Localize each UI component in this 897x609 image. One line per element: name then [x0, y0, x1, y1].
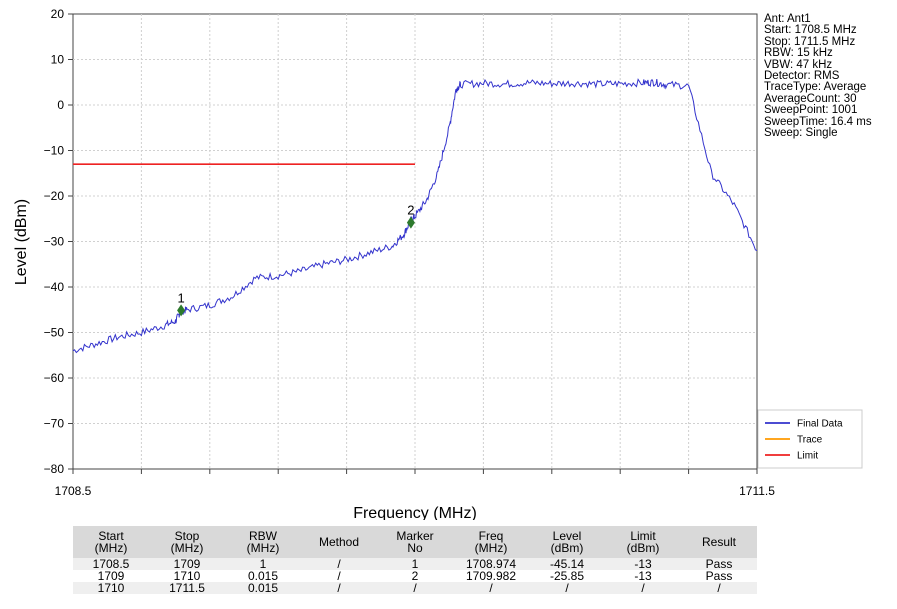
table-cell: 1708.5 — [73, 558, 149, 570]
table-cell: / — [377, 582, 453, 594]
legend-label: Limit — [797, 451, 818, 462]
marker-label: 2 — [407, 203, 414, 218]
y-tick-label: −50 — [44, 326, 65, 340]
setting-line: Sweep: Single — [764, 127, 838, 140]
table-row: 1708.5 1709 1/1 1708.974 -45.14 -13 Pass — [73, 558, 757, 570]
setting-line: Stop: 1711.5 MHz — [764, 35, 856, 48]
table-cell: -45.14 — [529, 558, 605, 570]
table-cell: Pass — [681, 570, 757, 582]
table-header-cell: Method — [301, 526, 377, 558]
setting-line: SweepTime: 16.4 ms — [764, 115, 872, 128]
table-row: 1709 1710 0.015/2 1709.982 -25.85 -13 Pass — [73, 570, 757, 582]
table-header-cell: Limit (dBm) — [605, 526, 681, 558]
table-cell: -25.85 — [529, 570, 605, 582]
table-cell: 2 — [377, 570, 453, 582]
table-header-cell: Freq (MHz) — [453, 526, 529, 558]
table-cell: / — [529, 582, 605, 594]
y-tick-label: 0 — [57, 98, 64, 112]
table-cell: 1708.974 — [453, 558, 529, 570]
marker-label: 1 — [177, 290, 184, 305]
y-tick-label: −10 — [44, 144, 65, 158]
setting-line: Detector: RMS — [764, 70, 840, 83]
table-header-row: Start (MHz) Stop (MHz) RBW (MHz) Method Marker N… — [73, 526, 757, 558]
setting-line: Start: 1708.5 MHz — [764, 24, 857, 37]
table-cell: 0.015 — [225, 582, 301, 594]
legend-label: Final Data — [797, 419, 843, 430]
x-tick-label: 1711.5 — [739, 484, 775, 498]
x-tick-label: 1708.5 — [55, 484, 92, 498]
table-cell: 0.015 — [225, 570, 301, 582]
x-axis-ticks: 1708.5 1711.5 — [55, 469, 775, 498]
table-cell: Pass — [681, 558, 757, 570]
table-cell: 1710 — [73, 582, 149, 594]
y-tick-label: −20 — [44, 189, 65, 203]
result-table: Start (MHz) Stop (MHz) RBW (MHz) Method Marker N… — [73, 526, 757, 594]
y-axis-ticks: 20 10 0 −10 −20 −30 −40 −50 −60 −70 −80 — [44, 7, 73, 476]
table-cell: 1 — [377, 558, 453, 570]
y-tick-label: 10 — [51, 53, 65, 67]
table-body: 1708.5 1709 1/1 1708.974 -45.14 -13 Pass 1709 17… — [73, 558, 757, 594]
table-header-cell: Result — [681, 526, 757, 558]
x-axis-title: Frequency (MHz) — [353, 505, 477, 520]
table-cell: -13 — [605, 570, 681, 582]
table-cell: 1710 — [149, 570, 225, 582]
y-tick-label: −70 — [44, 417, 65, 431]
y-tick-label: −80 — [44, 462, 65, 476]
grid — [73, 14, 757, 469]
setting-line: RBW: 15 kHz — [764, 47, 833, 60]
table-cell: 1709.982 — [453, 570, 529, 582]
table-header-cell: Start (MHz) — [73, 526, 149, 558]
legend: Final Data Trace Limit — [757, 409, 863, 469]
table-cell: / — [681, 582, 757, 594]
setting-line: AverageCount: 30 — [764, 92, 857, 105]
y-tick-label: −60 — [44, 371, 65, 385]
table-header-cell: Stop (MHz) — [149, 526, 225, 558]
table-cell: -13 — [605, 558, 681, 570]
marker-point — [406, 216, 415, 229]
table-cell: / — [301, 558, 377, 570]
y-axis-title: Level (dBm) — [13, 199, 30, 285]
setting-line: Ant: Ant1 — [764, 13, 811, 25]
table-cell: / — [301, 582, 377, 594]
marker-point — [177, 304, 186, 317]
y-tick-label: −40 — [44, 280, 65, 294]
setting-line: TraceType: Average — [764, 81, 867, 94]
setting-line: VBW: 47 kHz — [764, 58, 833, 71]
marker-layer: 12 — [177, 203, 415, 317]
measurement-settings-panel: Ant: Ant1 Start: 1708.5 MHz Stop: 1711.5 M… — [764, 13, 872, 140]
legend-label: Trace — [797, 435, 823, 446]
setting-line: SweepPoint: 1001 — [764, 104, 858, 117]
table-row: 1710 1711.5 0.015// / / / / — [73, 582, 757, 594]
table-cell: 1 — [225, 558, 301, 570]
table-cell: / — [301, 570, 377, 582]
table-header-cell: Level (dBm) — [529, 526, 605, 558]
table-cell: 1709 — [73, 570, 149, 582]
table-cell: 1711.5 — [149, 582, 225, 594]
y-tick-label: −30 — [44, 235, 65, 249]
y-tick-label: 20 — [51, 7, 65, 21]
table-cell: / — [605, 582, 681, 594]
table-header-cell: RBW (MHz) — [225, 526, 301, 558]
table-header-cell: Marker No — [377, 526, 453, 558]
spectrum-chart: 20 10 0 −10 −20 −30 −40 −50 −60 −70 −80 1708.5 1711… — [13, 7, 863, 520]
table-cell: / — [453, 582, 529, 594]
table-cell: 1709 — [149, 558, 225, 570]
